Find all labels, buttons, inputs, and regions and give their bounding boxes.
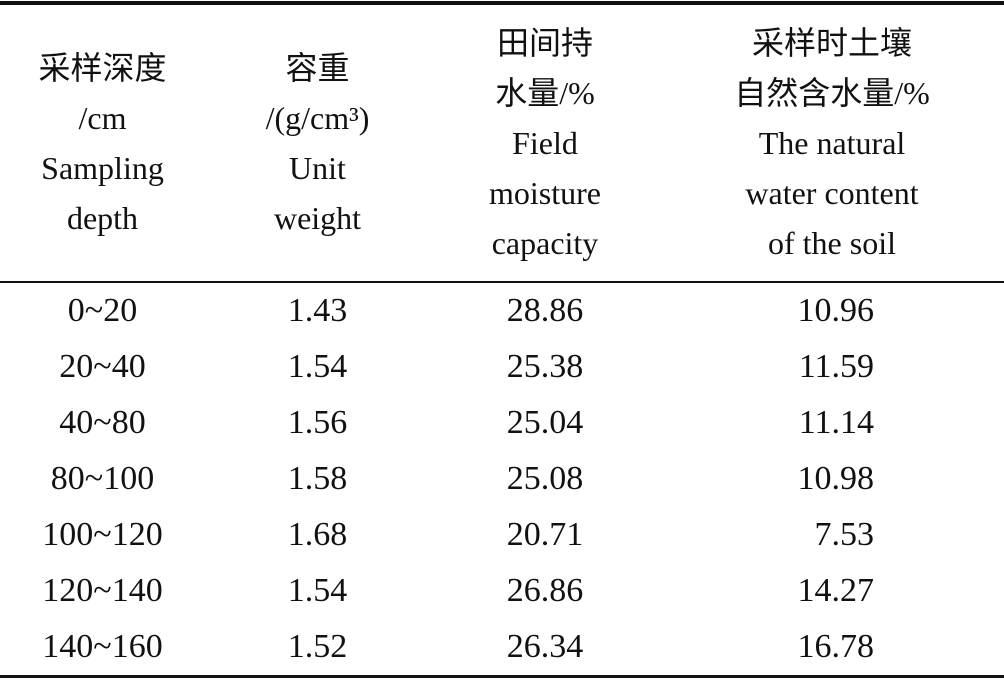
table-row: 140~160 1.52 26.34 16.78 xyxy=(0,619,1004,677)
header-line: /cm xyxy=(78,100,127,136)
table-cell: 14.27 xyxy=(797,572,875,609)
table-cell: 120~140 xyxy=(42,572,163,609)
table-cell: 25.38 xyxy=(506,348,584,385)
header-line: /(g/cm³) xyxy=(265,100,370,136)
table-cell: 20~40 xyxy=(59,348,146,385)
table-row: 120~140 1.54 26.86 14.27 xyxy=(0,563,1004,619)
header-line: 田间持 xyxy=(496,25,593,61)
table-row: 100~120 1.68 20.71 7.53 xyxy=(0,507,1004,563)
header-line: 水量/% xyxy=(495,75,595,111)
table-cell: 28.86 xyxy=(506,292,584,329)
header-cell: 容重 /(g/cm³) Unit weight xyxy=(205,3,430,282)
table-cell: 1.54 xyxy=(287,348,348,385)
header-line: water content xyxy=(745,175,919,211)
header-cell: 采样时土壤自然含水量/% The natural water content of t… xyxy=(660,3,1004,282)
header-line: Sampling xyxy=(41,150,164,186)
table-cell: 20.71 xyxy=(506,516,584,553)
table-cell: 80~100 xyxy=(50,460,155,497)
header-line: Unit xyxy=(289,150,346,186)
header-cell: 田间持水量/% Field moisture capacity xyxy=(430,3,660,282)
table-cell: 40~80 xyxy=(59,404,146,441)
table-cell: 11.59 xyxy=(798,348,874,385)
table-cell: 25.08 xyxy=(506,460,584,497)
header-line: capacity xyxy=(491,225,599,261)
header-line: 自然含水量/% xyxy=(734,75,930,111)
table-cell: 11.14 xyxy=(798,404,874,441)
table-cell: 16.78 xyxy=(797,628,875,665)
table-row: 80~100 1.58 25.08 10.98 xyxy=(0,451,1004,507)
header-row: 采样深度/cm Sampling depth 容重 /(g/cm³) Unit weight… xyxy=(0,3,1004,282)
table-cell: 140~160 xyxy=(42,628,163,665)
table-cell: 26.86 xyxy=(506,572,584,609)
table-cell: 1.43 xyxy=(287,292,348,329)
table-cell: 25.04 xyxy=(506,404,584,441)
table-cell: 10.98 xyxy=(797,460,875,497)
header-line: moisture xyxy=(489,175,601,211)
table-cell: 7.53 xyxy=(814,516,875,553)
table-header: 采样深度/cm Sampling depth 容重 /(g/cm³) Unit weight… xyxy=(0,3,1004,282)
header-line: 容重 xyxy=(285,50,350,86)
table-cell: 0~20 xyxy=(67,292,138,329)
header-line: weight xyxy=(273,200,362,236)
table-cell: 1.68 xyxy=(287,516,348,553)
table-cell: 1.54 xyxy=(287,572,348,609)
table-cell: 100~120 xyxy=(42,516,163,553)
table-row: 40~80 1.56 25.04 11.14 xyxy=(0,395,1004,451)
table-cell: 1.56 xyxy=(287,404,348,441)
table-cell: 1.58 xyxy=(287,460,348,497)
table-row: 20~40 1.54 25.38 11.59 xyxy=(0,339,1004,395)
header-line: depth xyxy=(66,200,139,236)
header-line: The natural xyxy=(758,125,906,161)
header-line: Field xyxy=(512,125,578,161)
header-line: 采样深度 xyxy=(38,50,167,86)
table-row: 0~20 1.43 28.86 10.96 xyxy=(0,282,1004,339)
table-cell: 1.52 xyxy=(287,628,348,665)
header-line: 采样时土壤 xyxy=(751,25,912,61)
table-cell: 26.34 xyxy=(506,628,584,665)
header-cell: 采样深度/cm Sampling depth xyxy=(0,3,205,282)
table-body: 0~20 1.43 28.86 10.96 20~40 1.54 25.38 11.59 40~… xyxy=(0,282,1004,677)
table-cell: 10.96 xyxy=(797,292,875,329)
header-line: of the soil xyxy=(768,225,896,261)
